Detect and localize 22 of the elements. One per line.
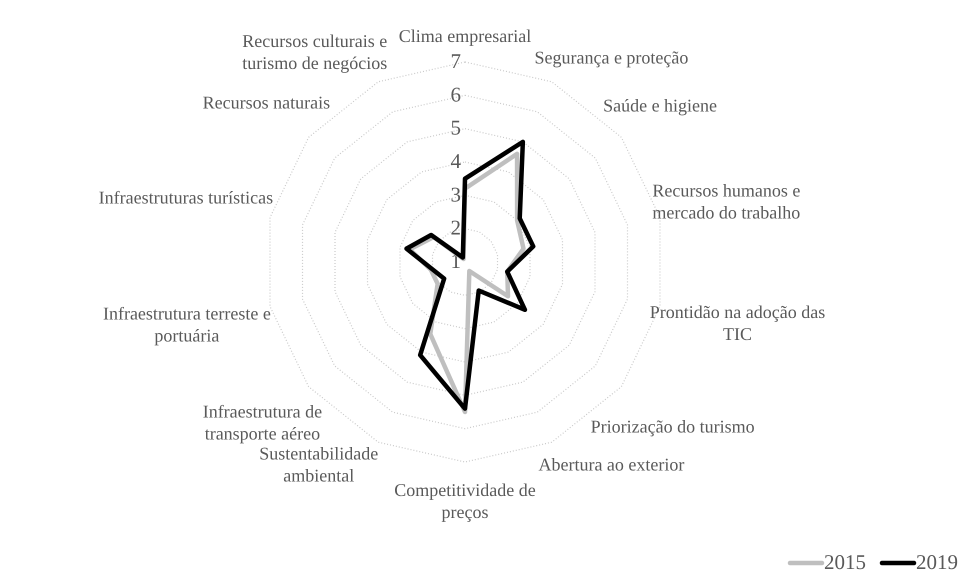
spoke-label: Infraestruturas turísticas [98,187,274,208]
spoke-label: Recursos naturais [202,92,330,113]
spoke-label: Saúde e higiene [603,95,718,116]
y-tick-label: 5 [450,116,461,140]
spoke-label: Segurança e proteção [534,47,688,68]
y-tick-label: 7 [450,49,461,73]
legend-label: 2019 [916,550,958,574]
spoke-label: Infraestrutura de transporte aéreo [202,402,322,444]
spoke-label: Sustentabilidade ambiental [259,443,378,486]
spoke-label: Priorização do turismo [590,416,755,437]
legend-label: 2015 [824,550,866,574]
spoke-label: Competitividade de preços [394,480,536,522]
y-tick-label: 3 [450,182,461,206]
spoke-label: Clima empresarial [398,26,532,46]
spoke-label: Recursos humanos e mercado do trabalho [652,180,800,222]
y-tick-label: 4 [450,149,462,173]
spoke-label: Recursos culturais e turismo de negócios [242,31,388,74]
spoke-label: Infraestrutura terreste e portuária [102,303,271,346]
y-tick-label: 2 [450,216,461,240]
y-tick-label: 6 [450,82,461,106]
spoke-label: Abertura ao exterior [538,454,684,475]
spoke-label: Prontidão na adoção das TIC [650,302,826,344]
